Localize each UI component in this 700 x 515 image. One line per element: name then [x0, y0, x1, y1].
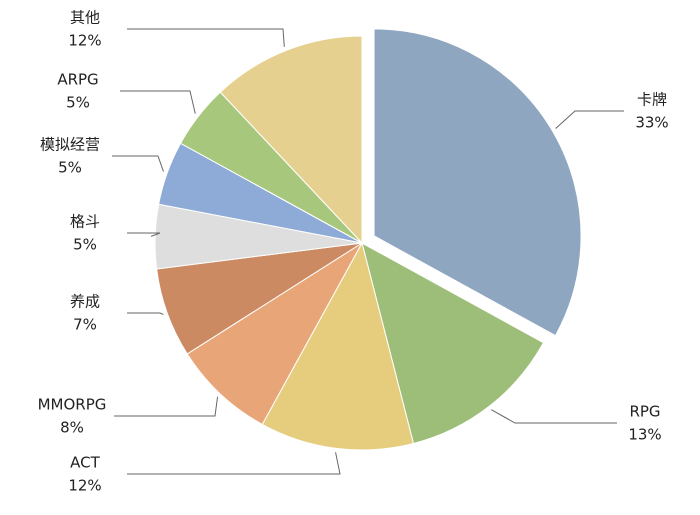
- pie-slice: [373, 28, 582, 337]
- pie-slice: [186, 242, 363, 426]
- slice-value-label: 7%: [73, 316, 97, 334]
- slice-label: 养成: [70, 293, 100, 311]
- slice-value-label: 13%: [628, 426, 661, 444]
- leader-line: [127, 452, 341, 475]
- slice-label: MMORPG: [38, 396, 107, 414]
- slice-value-label: 5%: [58, 159, 82, 177]
- slice-value-label: 12%: [68, 477, 101, 495]
- slice-label: RPG: [629, 403, 660, 421]
- slice-label: 格斗: [70, 213, 100, 231]
- slice-label: 其他: [70, 9, 100, 27]
- leader-line: [127, 232, 161, 237]
- leader-line: [491, 409, 617, 424]
- slice-value-label: 33%: [635, 114, 668, 132]
- slice-value-label: 5%: [66, 94, 90, 112]
- pie-slice: [261, 241, 415, 451]
- slice-value-label: 12%: [68, 32, 101, 50]
- slice-label: ACT: [70, 454, 100, 472]
- slice-label: 模拟经营: [40, 136, 100, 154]
- leader-line: [114, 396, 219, 417]
- leader-line: [555, 110, 624, 129]
- leader-line: [127, 312, 164, 315]
- leader-line: [120, 90, 196, 114]
- pie-slice: [361, 242, 545, 445]
- leader-line: [112, 155, 164, 172]
- slice-label: 卡牌: [637, 91, 667, 109]
- slice-value-label: 8%: [60, 419, 84, 437]
- slice-value-label: 5%: [73, 236, 97, 254]
- slice-label: ARPG: [57, 71, 98, 89]
- leader-line: [127, 28, 285, 47]
- pie-slice: [219, 35, 363, 245]
